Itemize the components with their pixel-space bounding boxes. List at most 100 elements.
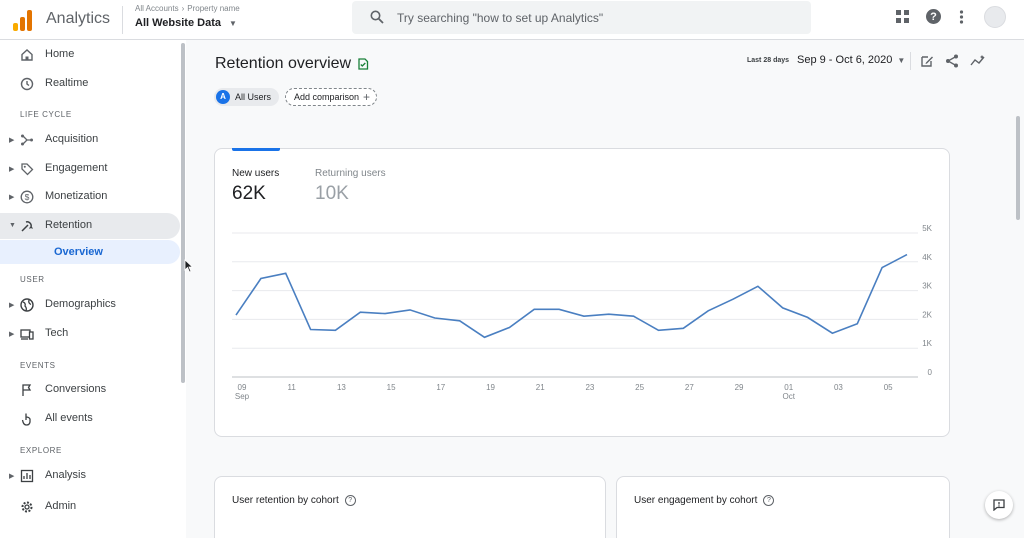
x-tick-label: 09	[238, 383, 247, 392]
analytics-logo-icon[interactable]	[12, 9, 34, 31]
tab-new-users[interactable]: New users	[232, 168, 280, 179]
search-bar[interactable]: Try searching "how to set up Analytics"	[352, 1, 811, 34]
x-tick-label: 03	[834, 383, 843, 392]
sidebar-item-label: Acquisition	[45, 133, 99, 145]
gear-icon	[21, 501, 33, 513]
flag-icon	[22, 384, 32, 396]
verified-report-icon[interactable]	[357, 58, 369, 70]
user-retention-cohort-card	[214, 476, 606, 538]
returning-users-value: 10K	[315, 183, 349, 204]
breadcrumb[interactable]: All Accounts › Property name	[135, 4, 240, 13]
x-tick-label: 25	[635, 383, 644, 392]
chip-label: All Users	[235, 92, 272, 102]
x-tick-month-label: Oct	[783, 392, 796, 401]
expand-arrow-icon[interactable]: ▶	[9, 302, 15, 309]
acquisition-icon	[21, 134, 33, 146]
mouse-cursor-icon	[184, 259, 194, 273]
caret-down-icon: ▼	[229, 19, 237, 28]
new-users-series-line	[235, 253, 908, 339]
sidebar-scrollbar[interactable]	[181, 43, 185, 383]
insights-icon[interactable]	[970, 54, 986, 68]
x-tick-label: 27	[685, 383, 694, 392]
sidebar-item-acquisition[interactable]: ▶ Acquisition	[0, 127, 180, 153]
sidebar-item-analysis[interactable]: ▶ Analysis	[0, 463, 180, 489]
feedback-icon	[993, 499, 1005, 511]
y-tick-label: 5K	[922, 224, 932, 233]
y-tick-label: 4K	[922, 253, 932, 262]
sidebar-item-home[interactable]: Home	[0, 42, 180, 68]
main-scrollbar[interactable]	[1016, 116, 1020, 220]
sidebar-item-label: Conversions	[45, 383, 107, 395]
section-life-cycle: LIFE CYCLE	[20, 110, 72, 119]
sidebar-item-engagement[interactable]: ▶ Engagement	[0, 156, 180, 182]
breadcrumb-account[interactable]: All Accounts	[135, 4, 179, 13]
y-tick-label: 3K	[922, 282, 932, 291]
search-icon	[370, 10, 384, 24]
more-vert-icon[interactable]	[959, 10, 964, 24]
sidebar-item-conversions[interactable]: Conversions	[0, 377, 180, 403]
sidebar-item-demographics[interactable]: ▶ Demographics	[0, 292, 180, 318]
top-app-bar: Analytics All Accounts › Property name All…	[0, 0, 1024, 40]
sidebar-item-label: Retention	[45, 219, 93, 231]
date-range-selector[interactable]: Sep 9 - Oct 6, 2020 ▼	[797, 54, 905, 66]
property-selector[interactable]: All Website Data ▼	[135, 17, 237, 29]
sidebar-item-label: Tech	[45, 327, 69, 339]
tab-indicator	[232, 148, 280, 151]
share-icon[interactable]	[945, 54, 959, 68]
sidebar-item-label: All events	[45, 412, 93, 424]
expand-arrow-icon[interactable]: ▶	[9, 473, 15, 480]
sidebar-item-all-events[interactable]: All events	[0, 406, 180, 432]
sidebar-item-label: Home	[45, 48, 75, 60]
sidebar-item-retention[interactable]: ▼ Retention	[0, 213, 180, 239]
chip-avatar: A	[216, 90, 230, 104]
add-comparison-button[interactable]: Add comparison +	[285, 88, 378, 106]
new-users-value: 62K	[232, 183, 266, 204]
date-range-caption: Last 28 days	[747, 57, 790, 64]
card-title-label: User retention by cohort	[232, 495, 339, 507]
section-events: EVENTS	[20, 361, 56, 370]
header-divider	[910, 52, 911, 70]
analysis-icon	[20, 469, 34, 483]
sidebar-item-retention-overview[interactable]: Overview	[0, 240, 180, 264]
y-tick-label: 0	[928, 368, 933, 377]
help-circle-icon[interactable]: ?	[344, 495, 356, 506]
add-comparison-label: Add comparison	[294, 92, 360, 102]
tab-returning-users[interactable]: Returning users	[315, 168, 386, 179]
expand-arrow-icon[interactable]: ▶	[9, 137, 15, 144]
feedback-button[interactable]	[985, 491, 1013, 519]
x-tick-label: 01	[784, 383, 793, 392]
app-name[interactable]: Analytics	[46, 10, 111, 27]
expand-arrow-icon[interactable]: ▶	[9, 166, 15, 173]
search-placeholder: Try searching "how to set up Analytics"	[397, 11, 604, 25]
retention-icon	[21, 221, 33, 232]
sidebar-item-admin[interactable]: Admin	[0, 494, 180, 520]
user-retention-cohort-title: User retention by cohort?	[232, 495, 356, 506]
date-range-label: Sep 9 - Oct 6, 2020	[797, 54, 893, 66]
comparison-chip-all-users[interactable]: A All Users	[214, 88, 280, 106]
sidebar-item-label: Analysis	[45, 469, 86, 481]
collapse-arrow-icon[interactable]: ▼	[9, 222, 16, 229]
page-title: Retention overview	[215, 55, 352, 72]
retention-chart-card	[214, 148, 950, 437]
caret-down-icon: ▼	[897, 56, 906, 65]
breadcrumb-property[interactable]: Property name	[187, 4, 240, 13]
apps-grid-icon[interactable]	[896, 10, 909, 23]
section-user: USER	[20, 275, 45, 284]
x-tick-label: 15	[387, 383, 396, 392]
expand-arrow-icon[interactable]: ▶	[9, 194, 15, 201]
help-circle-icon[interactable]: ?	[763, 495, 775, 506]
touch-icon	[21, 413, 31, 426]
help-icon[interactable]: ?	[926, 9, 941, 24]
sidebar-item-monetization[interactable]: ▶ $ Monetization	[0, 184, 180, 210]
x-tick-label: 05	[884, 383, 893, 392]
customize-report-icon[interactable]	[920, 54, 934, 68]
account-avatar[interactable]	[984, 6, 1006, 28]
x-tick-label: 23	[585, 383, 594, 392]
sidebar-item-tech[interactable]: ▶ Tech	[0, 321, 180, 347]
expand-arrow-icon[interactable]: ▶	[9, 331, 15, 338]
sidebar-item-label: Realtime	[45, 77, 89, 89]
section-explore: EXPLORE	[20, 446, 62, 455]
globe-icon	[20, 298, 34, 312]
sidebar-item-realtime[interactable]: Realtime	[0, 71, 180, 97]
